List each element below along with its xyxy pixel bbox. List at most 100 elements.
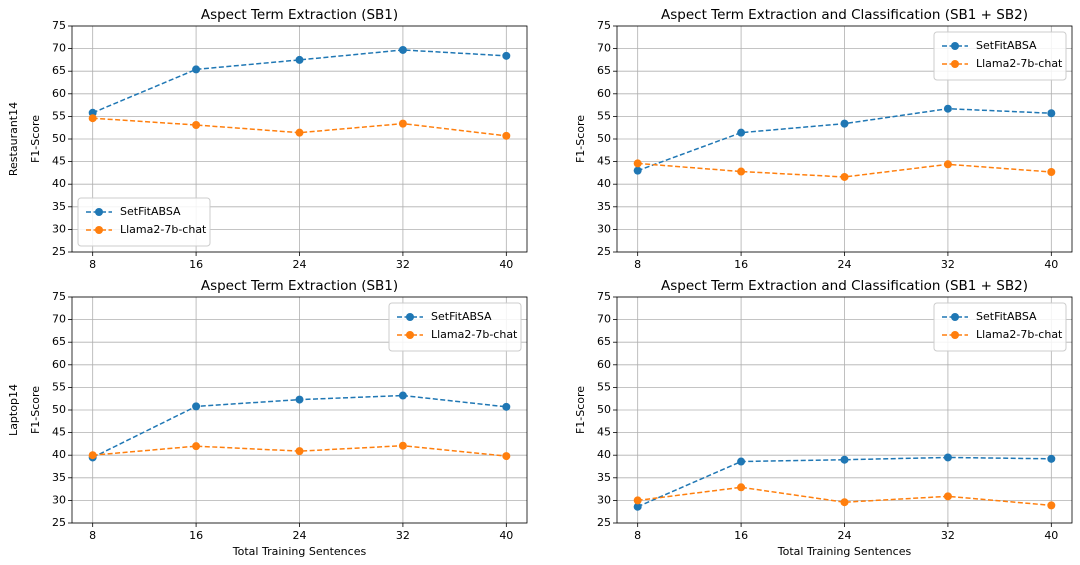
x-tick-label: 16 <box>189 258 203 271</box>
y-tick-label: 75 <box>52 19 66 32</box>
data-point <box>295 128 304 137</box>
data-point <box>398 441 407 450</box>
legend-marker <box>95 208 103 216</box>
y-tick-label: 70 <box>52 313 66 326</box>
y-tick-label: 50 <box>597 403 611 416</box>
x-tick-label: 16 <box>734 529 748 542</box>
x-tick-label: 8 <box>89 258 96 271</box>
series-line <box>92 49 507 114</box>
x-tick-label: 8 <box>89 529 96 542</box>
y-tick-label: 75 <box>597 19 611 32</box>
x-tick-label: 40 <box>1044 258 1058 271</box>
data-point <box>192 65 201 74</box>
x-tick-label: 16 <box>734 258 748 271</box>
legend-box <box>77 197 211 247</box>
x-tick-label: 8 <box>634 258 641 271</box>
legend-marker <box>951 60 959 68</box>
data-point <box>398 45 407 54</box>
y-tick-label: 40 <box>597 177 611 190</box>
data-point <box>840 172 849 181</box>
data-point <box>502 402 511 411</box>
y-tick-label: 65 <box>597 335 611 348</box>
y-tick-label: 35 <box>597 200 611 213</box>
y-tick-label: 40 <box>52 448 66 461</box>
x-tick-label: 24 <box>838 529 852 542</box>
x-tick-label: 32 <box>941 258 955 271</box>
y-tick-label: 70 <box>597 42 611 55</box>
plot-frame <box>71 296 528 524</box>
data-point <box>502 51 511 60</box>
data-point <box>192 120 201 129</box>
y-tick-label: 35 <box>52 471 66 484</box>
y-tick-label: 25 <box>52 245 66 258</box>
x-tick-label: 40 <box>1044 529 1058 542</box>
legend-label: SetFitABSA <box>976 39 1037 52</box>
legend: SetFitABSA Llama2-7b-chat <box>388 302 522 352</box>
plot-frame <box>616 25 1073 253</box>
data-point <box>1047 109 1056 118</box>
legend: SetFitABSA Llama2-7b-chat <box>77 197 211 247</box>
legend-label: SetFitABSA <box>431 310 492 323</box>
y-tick-label: 55 <box>597 380 611 393</box>
data-point <box>88 114 97 123</box>
y-tick-label: 45 <box>597 155 611 168</box>
series-line <box>637 456 1052 508</box>
data-point <box>633 159 642 168</box>
y-tick-label: 60 <box>52 358 66 371</box>
y-tick-label: 45 <box>52 426 66 439</box>
y-tick-label: 65 <box>52 335 66 348</box>
data-point <box>398 391 407 400</box>
y-tick-label: 60 <box>52 87 66 100</box>
y-tick-label: 50 <box>597 132 611 145</box>
plot-frame <box>71 25 528 253</box>
subplot: 25 30 35 40 45 50 55 60 65 70 75 8 16 24 32 40 Aspect Te… <box>574 278 1073 558</box>
data-point <box>192 442 201 451</box>
y-tick-label: 35 <box>597 471 611 484</box>
legend-box <box>933 31 1067 81</box>
y-tick-label: 70 <box>597 313 611 326</box>
data-point <box>502 452 511 461</box>
data-point <box>295 395 304 404</box>
x-tick-label: 24 <box>293 258 307 271</box>
legend-label: SetFitABSA <box>120 205 181 218</box>
subplot: 25 30 35 40 45 50 55 60 65 70 75 8 16 24 32 40 Aspect Te… <box>574 7 1073 271</box>
legend: SetFitABSA Llama2-7b-chat <box>933 302 1067 352</box>
y-tick-label: 70 <box>52 42 66 55</box>
y-tick-label: 25 <box>597 516 611 529</box>
legend: SetFitABSA Llama2-7b-chat <box>933 31 1067 81</box>
data-point <box>295 55 304 64</box>
y-tick-label: 45 <box>52 155 66 168</box>
legend-marker <box>951 331 959 339</box>
y-tick-label: 55 <box>52 380 66 393</box>
y-tick-label: 25 <box>597 245 611 258</box>
data-point <box>943 492 952 501</box>
data-point <box>1047 501 1056 510</box>
y-tick-label: 75 <box>597 290 611 303</box>
y-axis-label: F1-Score <box>29 386 42 434</box>
y-tick-label: 55 <box>52 109 66 122</box>
legend-box <box>933 302 1067 352</box>
y-axis-label: F1-Score <box>574 386 587 434</box>
chart-title: Aspect Term Extraction and Classificatio… <box>661 278 1028 294</box>
data-point <box>1047 167 1056 176</box>
x-tick-label: 40 <box>499 258 513 271</box>
y-tick-label: 45 <box>597 426 611 439</box>
data-point <box>943 453 952 462</box>
legend-label: Llama2-7b-chat <box>976 328 1063 341</box>
data-point <box>737 128 746 137</box>
data-point <box>88 451 97 460</box>
data-point <box>633 166 642 175</box>
subplot: 25 30 35 40 45 50 55 60 65 70 75 8 16 24 32 40 Aspect Te… <box>7 278 528 558</box>
y-axis-label: F1-Score <box>574 115 587 163</box>
x-axis-label: Total Training Sentences <box>777 545 912 558</box>
row-label: Restaurant14 <box>7 102 20 176</box>
data-point <box>633 496 642 505</box>
y-tick-label: 55 <box>597 109 611 122</box>
plot-frame <box>616 296 1073 524</box>
y-tick-label: 75 <box>52 290 66 303</box>
data-point <box>737 167 746 176</box>
y-tick-label: 25 <box>52 516 66 529</box>
chart-title: Aspect Term Extraction (SB1) <box>201 7 398 23</box>
legend-marker <box>406 331 414 339</box>
